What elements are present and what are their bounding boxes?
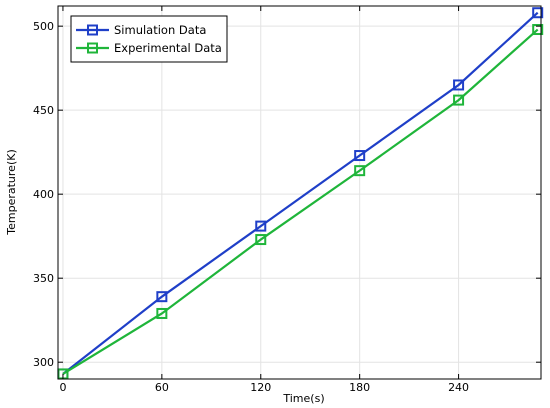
legend: Simulation Data Experimental Data [70,15,228,63]
gridlines [58,6,541,379]
legend-label-1: Experimental Data [114,41,222,55]
y-tick-label-4: 500 [33,20,54,33]
legend-box [70,15,228,63]
x-tick-label-3: 180 [349,381,370,394]
y-tick-label-1: 350 [33,272,54,285]
plot-frame [57,5,542,380]
series-1 [57,24,544,380]
x-tick-label-4: 240 [448,381,469,394]
series-layer [57,7,544,380]
y-axis-label: Temperature(K) [5,149,18,235]
series-1-point-1 [156,307,168,319]
y-tick-label-0: 300 [33,356,54,369]
series-1-point-5 [532,24,544,36]
series-0-point-3 [354,150,366,162]
x-axis-label: Time(s) [282,392,324,405]
y-tick-label-3: 450 [33,104,54,117]
series-0-point-1 [156,291,168,303]
legend-marker-0 [87,24,98,36]
x-tick-label-1: 60 [155,381,169,394]
series-0 [57,7,544,380]
y-tick-label-2: 400 [33,188,54,201]
series-line-1 [62,28,539,375]
series-line-0 [62,11,539,375]
series-1-point-2 [255,234,267,246]
series-0-point-2 [255,220,267,232]
series-0-point-4 [453,79,465,91]
x-tick-label-0: 0 [59,381,66,394]
series-0-point-5 [532,7,544,19]
series-1-point-4 [453,94,465,106]
x-tick-label-2: 120 [250,381,271,394]
legend-marker-1 [87,42,98,54]
series-1-point-3 [354,165,366,177]
legend-label-0: Simulation Data [114,23,206,37]
axis-ticks: 0 60 120 180 240 300 350 400 450 500 [33,6,541,394]
